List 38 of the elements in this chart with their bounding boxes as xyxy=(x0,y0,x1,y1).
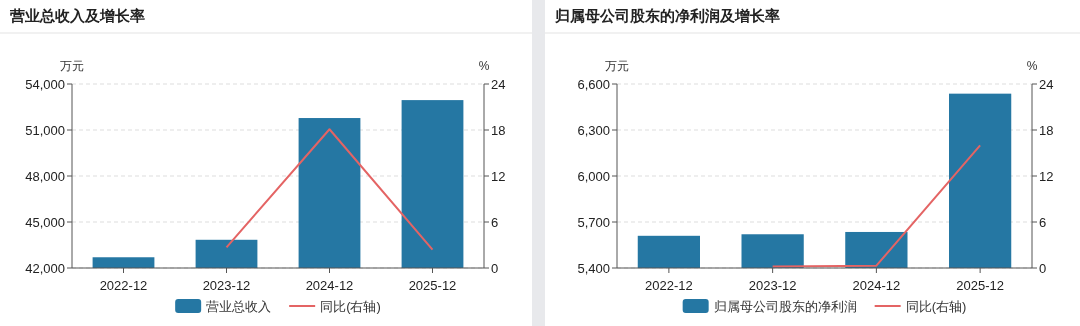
x-tick-label: 2024-12 xyxy=(305,278,354,293)
y-tick-label: 48,000 xyxy=(25,169,65,184)
y2-tick-label: 0 xyxy=(1039,261,1047,276)
x-tick-label: 2025-12 xyxy=(956,278,1004,293)
x-tick-label: 2022-12 xyxy=(99,278,148,293)
y-axis-title: 万元 xyxy=(605,59,629,73)
y-axis-title: 万元 xyxy=(60,59,84,73)
y2-tick-label: 6 xyxy=(1039,215,1047,230)
y-tick-label: 6,000 xyxy=(577,169,610,184)
y-tick-label: 45,000 xyxy=(25,215,65,230)
chart-title: 归属母公司股东的净利润及增长率 xyxy=(554,7,780,24)
chart-title: 营业总收入及增长率 xyxy=(9,7,145,24)
legend-label: 同比(右轴) xyxy=(905,299,967,314)
y2-tick-label: 24 xyxy=(1039,77,1054,92)
y-tick-label: 5,700 xyxy=(577,215,610,230)
y-tick-label: 6,600 xyxy=(577,77,610,92)
y-tick-label: 51,000 xyxy=(25,123,65,138)
legend-label: 同比(右轴) xyxy=(320,299,381,314)
y-tick-label: 54,000 xyxy=(25,77,65,92)
y-tick-label: 5,400 xyxy=(577,261,610,276)
x-tick-label: 2023-12 xyxy=(748,278,797,293)
y2-tick-label: 18 xyxy=(491,123,506,138)
y2-axis-title: % xyxy=(478,59,490,73)
y-tick-label: 42,000 xyxy=(25,261,65,276)
x-tick-label: 2022-12 xyxy=(645,278,693,293)
y2-axis-title: % xyxy=(1026,59,1038,73)
y2-tick-label: 12 xyxy=(491,169,506,184)
y2-tick-label: 18 xyxy=(1039,123,1054,138)
legend-label: 营业总收入 xyxy=(206,299,272,314)
x-tick-label: 2024-12 xyxy=(852,278,901,293)
x-tick-label: 2025-12 xyxy=(408,278,457,293)
y2-tick-label: 12 xyxy=(1039,169,1054,184)
y2-tick-label: 24 xyxy=(491,77,506,92)
legend-label: 归属母公司股东的净利润 xyxy=(713,299,857,314)
y2-tick-label: 6 xyxy=(491,215,499,230)
y-tick-label: 6,300 xyxy=(577,123,610,138)
y2-tick-label: 0 xyxy=(491,261,499,276)
x-tick-label: 2023-12 xyxy=(202,278,251,293)
